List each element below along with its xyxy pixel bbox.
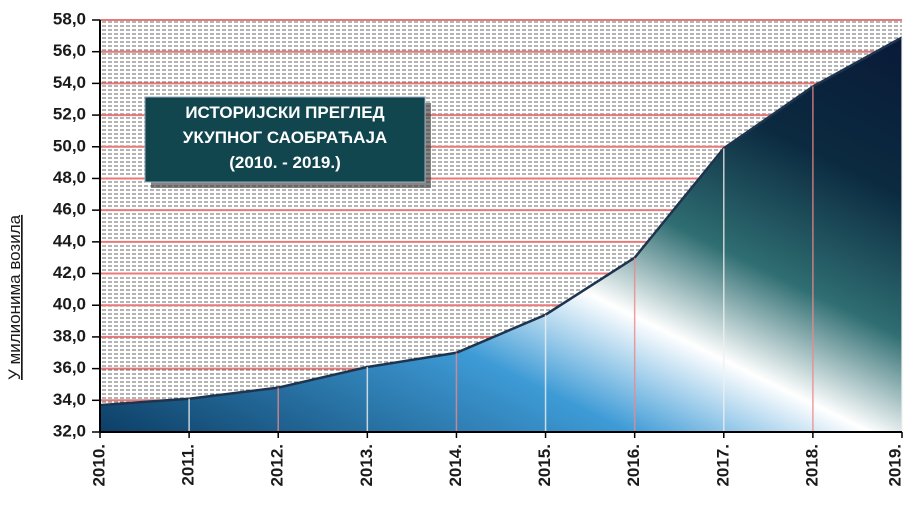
y-tick-label: 46,0 (53, 200, 86, 219)
x-tick-label: 2019. (885, 444, 904, 487)
y-tick-label: 38,0 (53, 326, 86, 345)
x-tick-label: 2014. (446, 444, 465, 487)
x-tick-label: 2018. (802, 444, 821, 487)
y-tick-label: 54,0 (53, 73, 86, 92)
title-box (144, 96, 426, 183)
y-tick-label: 58,0 (53, 9, 86, 28)
y-tick-label: 56,0 (53, 41, 86, 60)
y-axis-label: У милионима возила (5, 214, 24, 380)
x-tick-label: 2011. (179, 444, 198, 486)
x-tick-label: 2017. (713, 444, 732, 487)
title-line: ИСТОРИЈСКИ ПРЕГЛЕД (185, 103, 384, 122)
y-tick-label: 32,0 (53, 421, 86, 440)
y-tick-label: 36,0 (53, 358, 86, 377)
y-tick-label: 42,0 (53, 263, 86, 282)
title-line: (2010. - 2019.) (229, 153, 341, 172)
y-tick-label: 52,0 (53, 105, 86, 124)
y-tick-label: 48,0 (53, 168, 86, 187)
x-tick-label: 2010. (89, 444, 108, 487)
area (100, 37, 902, 432)
x-tick-label: 2015. (535, 444, 554, 487)
y-tick-label: 34,0 (53, 390, 86, 409)
x-tick-label: 2013. (357, 444, 376, 487)
x-tick-label: 2012. (268, 444, 287, 487)
y-tick-label: 50,0 (53, 136, 86, 155)
y-tick-label: 40,0 (53, 295, 86, 314)
area-line (99, 36, 903, 407)
x-tick-label: 2016. (624, 444, 643, 487)
title-line: УКУПНОГ САОБРАЋАЈА (183, 128, 387, 147)
y-tick-label: 44,0 (53, 231, 86, 250)
